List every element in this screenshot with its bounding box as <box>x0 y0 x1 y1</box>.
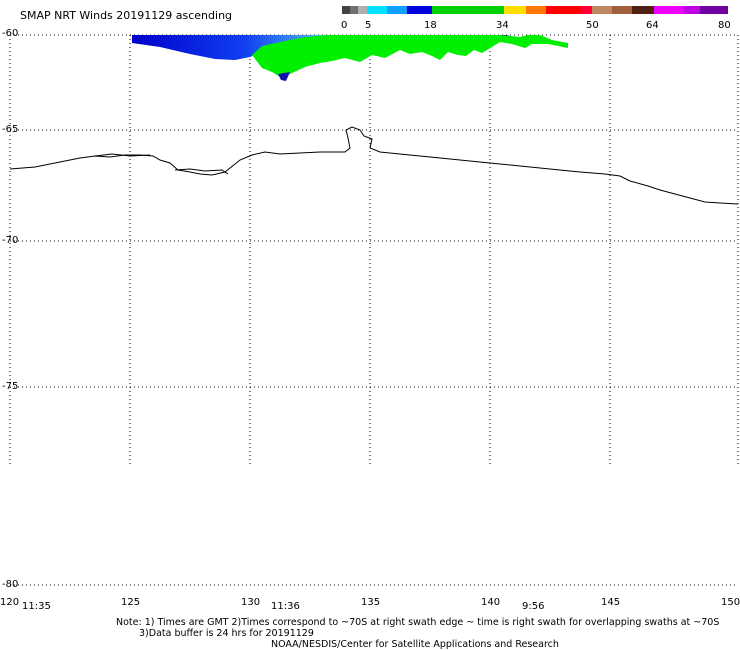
colorbar-tick-5: 5 <box>365 20 372 31</box>
colorbar-tick-18: 18 <box>424 20 437 31</box>
wind-swath <box>132 35 568 81</box>
lat-label-60: -60 <box>2 28 19 39</box>
swath-green-region <box>252 35 568 78</box>
lat-gridlines <box>10 34 738 586</box>
footer-note-line1: Note: 1) Times are GMT 2)Times correspon… <box>116 617 720 628</box>
colorbar-gray <box>342 6 367 14</box>
lon-label-135: 135 <box>361 597 381 608</box>
swath-time-3: 9:56 <box>522 601 545 612</box>
lat-label-75: -75 <box>2 381 19 392</box>
swath-dark-blue-tip <box>278 72 290 81</box>
lat-label-80: -80 <box>2 579 19 590</box>
lon-gridlines <box>129 35 611 465</box>
colorbar-green <box>432 6 504 14</box>
colorbar-yellow <box>504 6 526 14</box>
footer-note-line2: 3)Data buffer is 24 hrs for 20191129 <box>139 628 314 639</box>
lat-label-70: -70 <box>2 235 19 246</box>
swath-time-2: 11:36 <box>271 601 300 612</box>
map-frame-edges <box>9 35 739 465</box>
lat-label-65: -65 <box>2 124 19 135</box>
lon-label-145: 145 <box>601 597 621 608</box>
lon-label-130: 130 <box>241 597 261 608</box>
colorbar-magenta <box>654 6 728 14</box>
swath-blue-region <box>132 35 510 60</box>
antarctic-coastline <box>9 126 739 205</box>
lon-label-120: 120 <box>0 597 20 608</box>
colorbar-tick-64: 64 <box>646 20 659 31</box>
colorbar-tick-50: 50 <box>586 20 599 31</box>
footer-credit: NOAA/NESDIS/Center for Satellite Applica… <box>271 639 559 650</box>
colorbar-tick-0: 0 <box>341 20 348 31</box>
colorbar-brown <box>592 6 654 14</box>
lon-label-150: 150 <box>721 597 740 608</box>
colorbar-tick-34: 34 <box>496 20 509 31</box>
lon-label-140: 140 <box>481 597 501 608</box>
lon-label-125: 125 <box>121 597 141 608</box>
colorbar-orange <box>526 6 546 14</box>
colorbar-tick-80: 80 <box>718 20 731 31</box>
colorbar <box>342 6 728 14</box>
map-title: SMAP NRT Winds 20191129 ascending <box>20 9 233 22</box>
colorbar-red <box>546 6 592 14</box>
swath-time-1: 11:35 <box>22 601 51 612</box>
